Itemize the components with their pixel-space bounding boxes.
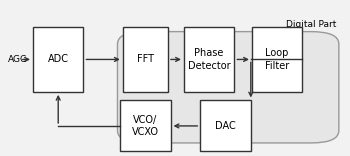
Text: Loop
Filter: Loop Filter — [265, 48, 289, 71]
Text: VCO/
VCXO: VCO/ VCXO — [132, 115, 159, 137]
Text: AGC: AGC — [8, 55, 27, 64]
Bar — [252, 27, 302, 92]
Text: FFT: FFT — [137, 54, 154, 64]
Bar — [120, 100, 171, 151]
FancyBboxPatch shape — [118, 32, 339, 143]
Bar — [200, 100, 251, 151]
Text: Digital Part: Digital Part — [286, 20, 336, 29]
Text: Phase
Detector: Phase Detector — [188, 48, 231, 71]
Bar — [123, 27, 168, 92]
Bar — [33, 27, 84, 92]
Text: DAC: DAC — [215, 121, 236, 131]
Text: ADC: ADC — [48, 54, 69, 64]
Bar — [184, 27, 234, 92]
